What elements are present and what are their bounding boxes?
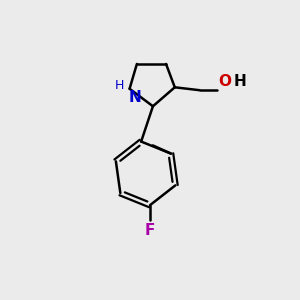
Text: H: H	[233, 74, 246, 89]
Text: H: H	[115, 79, 124, 92]
Text: N: N	[128, 90, 141, 105]
Text: F: F	[145, 223, 155, 238]
Text: O: O	[218, 74, 232, 89]
